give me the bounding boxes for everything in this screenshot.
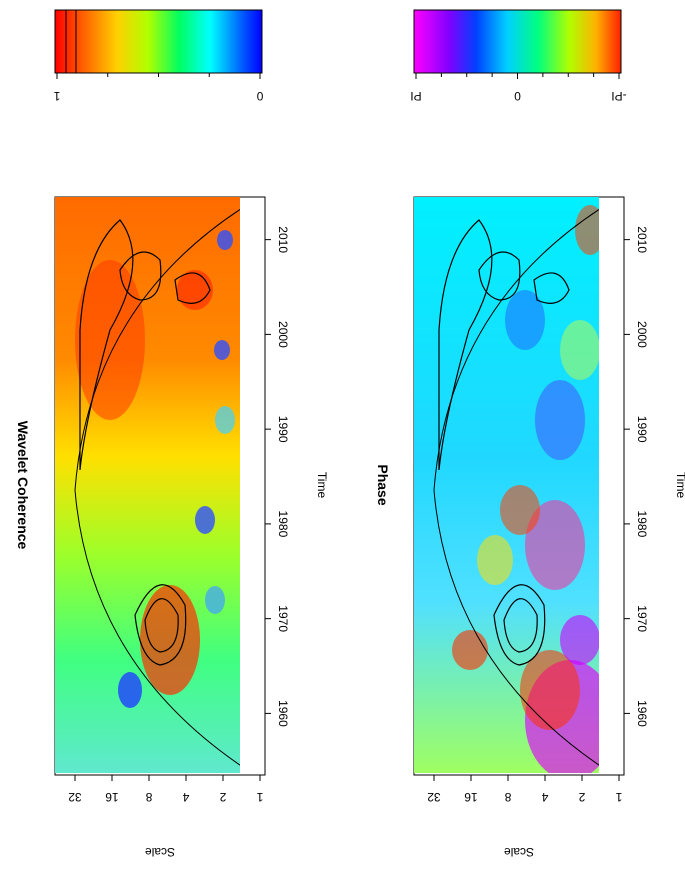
phase-contour	[503, 598, 538, 653]
x-tick-label: 1980	[635, 511, 649, 538]
coherence-patch	[195, 506, 215, 534]
x-tick-label: 2010	[276, 226, 290, 253]
phase-patch	[535, 380, 585, 460]
phase-patch	[525, 500, 585, 590]
phase-patch	[500, 485, 540, 535]
x-tick-label: 1980	[276, 511, 290, 538]
coherence-patch	[118, 672, 142, 708]
coherence-contour	[119, 251, 162, 301]
phase-contour	[478, 251, 521, 301]
phase-x-ticks: 1960 1970 1980 1990 2000 2010	[624, 226, 649, 727]
y-tick-label: 8	[145, 790, 152, 804]
y-tick-label: 16	[105, 790, 119, 804]
y-tick-label: 32	[68, 790, 82, 804]
x-tick-label: 2000	[276, 321, 290, 348]
phase-patch	[452, 630, 488, 670]
phase-contour	[493, 584, 546, 666]
y-tick-label: 1	[256, 790, 263, 804]
colorbar-tick-label: 0	[256, 89, 263, 103]
coherence-heatmap	[55, 197, 240, 773]
y-tick-label: 2	[219, 790, 226, 804]
phase-y-axis-label: Scale	[504, 845, 534, 859]
phase-patch	[520, 650, 580, 730]
phase-colorbar: PI 0 -PI	[410, 9, 627, 103]
y-tick-label: 4	[182, 790, 189, 804]
coherence-patch	[75, 260, 145, 420]
y-tick-label: 8	[504, 790, 511, 804]
phase-contour	[533, 272, 570, 304]
phase-contour	[438, 219, 493, 471]
coherence-patch	[214, 340, 230, 360]
coherence-x-ticks: 1960 1970 1980 1990 2000 2010	[265, 226, 290, 727]
coherence-contour	[174, 272, 211, 304]
x-tick-label: 1970	[635, 605, 649, 632]
coherence-y-ticks: 1 2 4 8 16 32	[68, 775, 263, 804]
x-tick-label: 1990	[635, 416, 649, 443]
phase-patch	[575, 205, 599, 255]
phase-patch	[560, 615, 599, 665]
x-tick-label: 1960	[635, 700, 649, 727]
coherence-contour	[134, 584, 187, 666]
coherence-patch	[205, 586, 225, 614]
coherence-x-axis-label: Time	[315, 472, 329, 499]
coherence-panel: 1 2 4 8 16 32 1960 1970 1980 1990 2000 2010 Wavele…	[15, 196, 329, 859]
phase-cone-of-influence	[433, 208, 599, 766]
phase-x-axis-label: Time	[674, 472, 685, 499]
coherence-y-axis-label: Scale	[145, 845, 175, 859]
x-tick-label: 2000	[635, 321, 649, 348]
x-tick-label: 1970	[276, 605, 290, 632]
y-tick-label: 4	[541, 790, 548, 804]
coherence-patch	[215, 406, 235, 434]
coherence-contour	[144, 598, 179, 653]
x-tick-label: 1990	[276, 416, 290, 443]
coherence-patch	[177, 270, 213, 310]
coherence-contour	[79, 219, 134, 471]
coherence-title: Wavelet Coherence	[15, 421, 31, 550]
y-tick-label: 32	[427, 790, 441, 804]
phase-patch	[560, 320, 599, 380]
coherence-colorbar-bar	[54, 9, 263, 74]
x-tick-label: 1960	[276, 700, 290, 727]
colorbar-tick-label: -PI	[611, 89, 626, 103]
phase-colorbar-bar	[413, 9, 622, 74]
phase-patch	[505, 290, 545, 350]
phase-y-ticks: 1 2 4 8 16 32	[427, 775, 622, 804]
colorbar-tick-label: 1	[53, 89, 60, 103]
phase-patch	[477, 535, 513, 585]
coherence-cone-of-influence	[74, 208, 240, 766]
colorbar-tick-label: 0	[514, 89, 521, 103]
y-tick-label: 2	[578, 790, 585, 804]
phase-title: Phase	[375, 464, 391, 505]
colorbar-tick-label: PI	[410, 89, 421, 103]
coherence-patch	[217, 230, 233, 250]
phase-colorbar-ticks: PI 0 -PI	[410, 73, 627, 103]
x-tick-label: 2010	[635, 226, 649, 253]
y-tick-label: 1	[615, 790, 622, 804]
y-tick-label: 16	[464, 790, 478, 804]
